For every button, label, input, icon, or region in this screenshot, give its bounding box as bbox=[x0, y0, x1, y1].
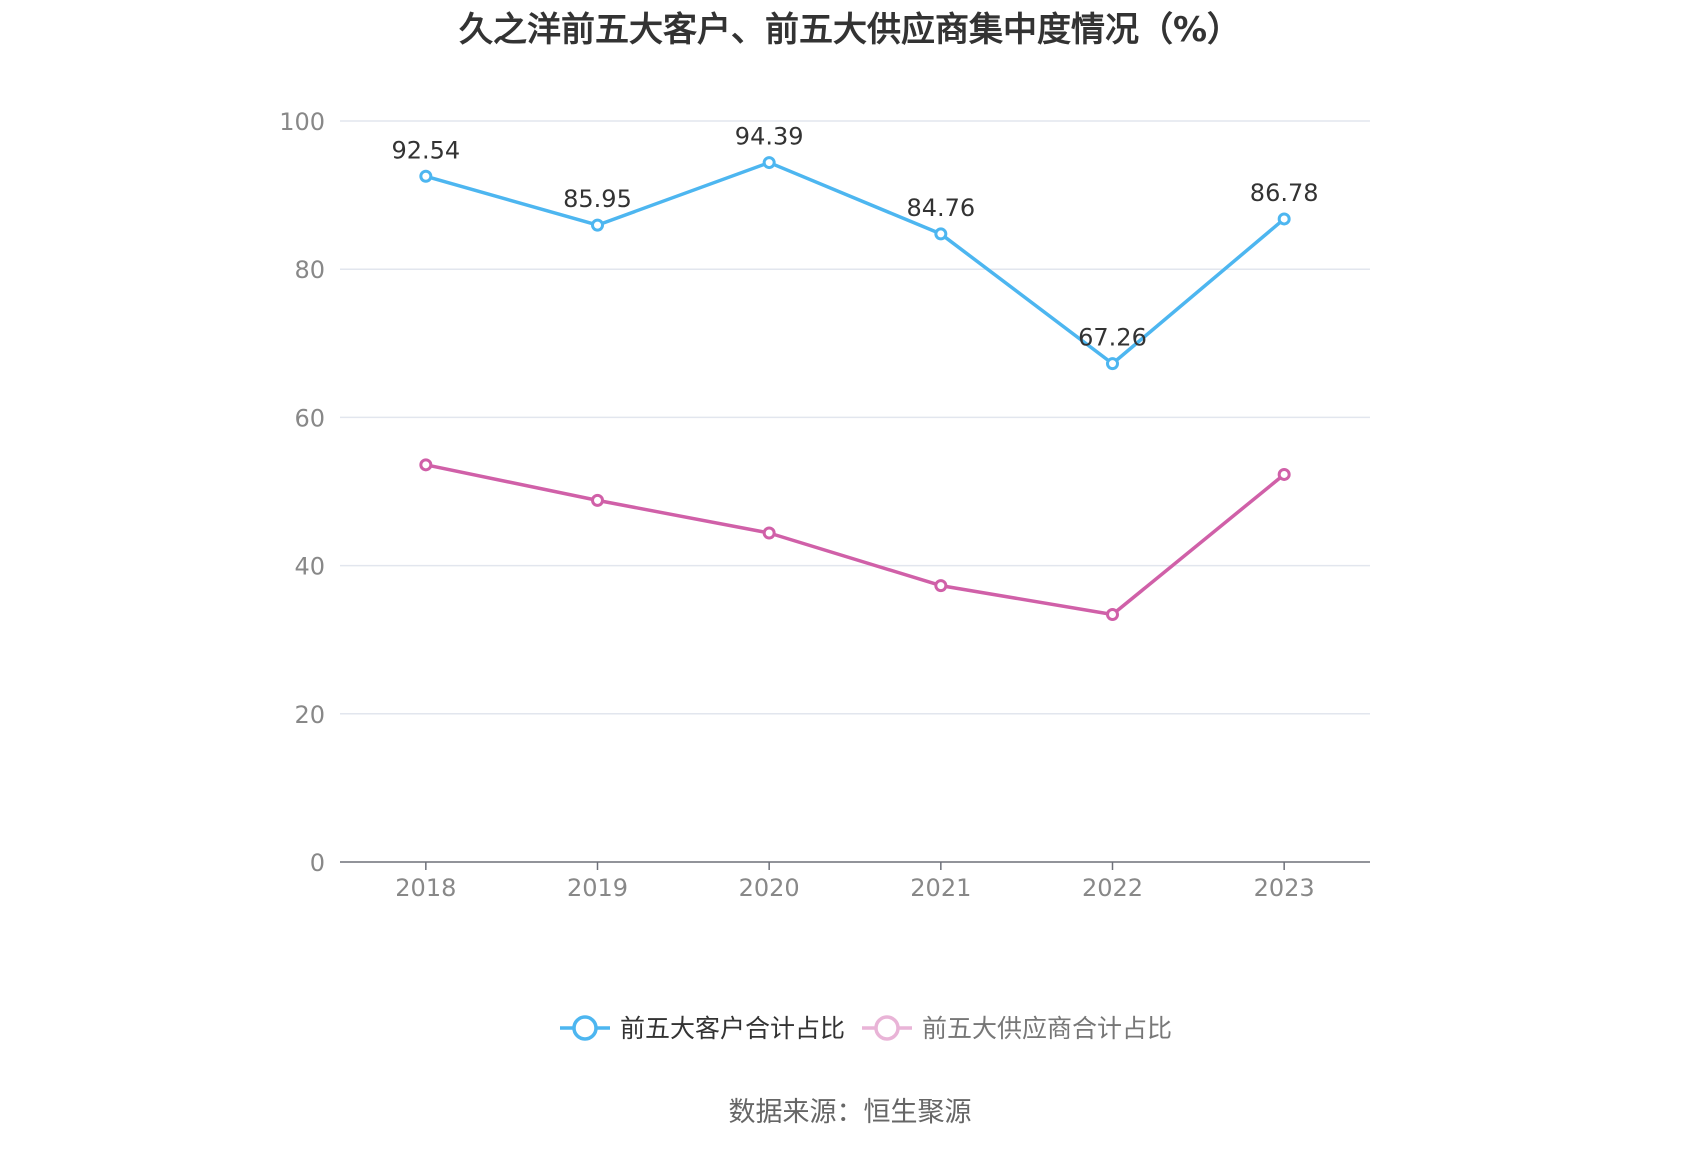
data-point bbox=[1106, 357, 1119, 371]
data-label: 67.26 bbox=[1078, 324, 1147, 352]
x-axis: 2018 2019 2020 2021 2022 2023 bbox=[340, 861, 1370, 902]
data-point bbox=[1106, 608, 1119, 622]
data-label: 84.76 bbox=[906, 194, 975, 222]
data-point bbox=[762, 526, 776, 540]
x-tick-label: 2020 bbox=[739, 874, 800, 902]
x-tick-label: 2021 bbox=[910, 874, 971, 902]
legend-label: 前五大供应商合计占比 bbox=[922, 1014, 1172, 1043]
chart-title: 久之洋前五大客户、前五大供应商集中度情况（%） bbox=[458, 10, 1242, 50]
x-tick-label: 2018 bbox=[395, 874, 456, 902]
gridlines bbox=[340, 120, 1370, 715]
y-tick-label: 20 bbox=[294, 701, 325, 729]
data-point bbox=[419, 458, 433, 472]
legend-marker bbox=[572, 1015, 598, 1041]
data-source-note: 数据来源：恒生聚源 bbox=[728, 1097, 972, 1128]
data-point bbox=[934, 227, 948, 241]
series-layer: 92.54 85.95 94.39 84.76 67.26 86.78 bbox=[391, 123, 1319, 622]
data-label: 94.39 bbox=[735, 123, 804, 151]
data-label: 85.95 bbox=[563, 185, 632, 213]
y-tick-label: 40 bbox=[294, 553, 325, 581]
legend-marker bbox=[874, 1015, 900, 1041]
x-tick-label: 2023 bbox=[1254, 874, 1315, 902]
data-point bbox=[1277, 212, 1291, 226]
y-tick-label: 100 bbox=[279, 108, 325, 136]
y-tick-label: 0 bbox=[310, 849, 325, 877]
legend[interactable]: 前五大客户合计占比 前五大供应商合计占比 bbox=[560, 1014, 1172, 1043]
legend-item-1[interactable]: 前五大客户合计占比 bbox=[560, 1014, 845, 1043]
data-label: 86.78 bbox=[1250, 179, 1319, 207]
series-line-1 bbox=[425, 160, 1286, 366]
legend-label: 前五大客户合计占比 bbox=[620, 1014, 845, 1043]
data-point bbox=[762, 156, 776, 170]
series-line-2 bbox=[425, 463, 1286, 617]
y-axis: 0 20 40 60 80 100 bbox=[279, 108, 325, 877]
data-point bbox=[934, 579, 948, 593]
x-tick-label: 2022 bbox=[1082, 874, 1143, 902]
x-tick-label: 2019 bbox=[567, 874, 628, 902]
y-tick-label: 60 bbox=[294, 404, 325, 432]
legend-item-2[interactable]: 前五大供应商合计占比 bbox=[862, 1014, 1172, 1043]
y-tick-label: 80 bbox=[294, 256, 325, 284]
data-point bbox=[1277, 467, 1291, 481]
data-point bbox=[419, 169, 433, 183]
data-label: 92.54 bbox=[391, 136, 460, 164]
data-point bbox=[591, 218, 604, 232]
data-point bbox=[591, 493, 604, 507]
